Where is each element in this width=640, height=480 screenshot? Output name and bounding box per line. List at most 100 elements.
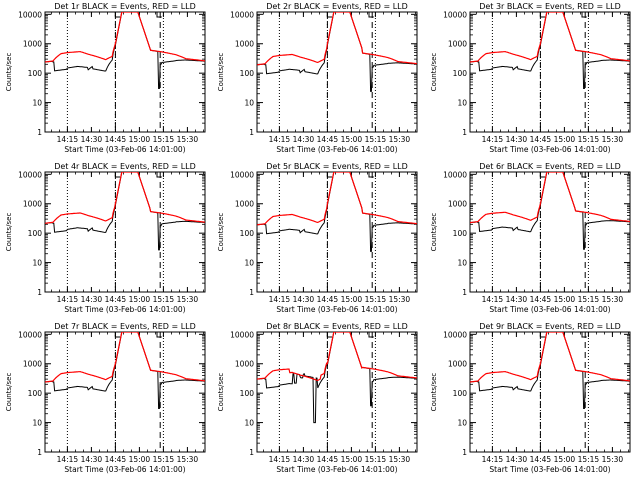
state-bracket <box>539 172 546 178</box>
x-tick-label: 14:30 <box>81 135 103 144</box>
state-bracket <box>114 332 121 338</box>
lld-series-line <box>257 332 417 382</box>
x-tick-label: 15:15 <box>578 455 600 464</box>
x-tick-label: 15:00 <box>341 135 363 144</box>
y-tick-label: 1000 <box>448 360 467 369</box>
y-tick-label: 1 <box>37 128 42 137</box>
x-tick-label: 14:45 <box>105 135 127 144</box>
x-tick-label: 15:00 <box>341 455 363 464</box>
y-axis-label: Counts/sec <box>217 213 225 252</box>
y-tick-label: 1 <box>249 448 254 457</box>
y-tick-label: 1000 <box>235 360 254 369</box>
state-bracket <box>326 332 333 338</box>
y-tick-label: 1000 <box>235 200 254 209</box>
panel-title: Det 2r BLACK = Events, RED = LLD <box>266 2 408 11</box>
x-tick-label: 14:45 <box>105 295 127 304</box>
x-tick-label: 14:45 <box>317 455 339 464</box>
events-series-line <box>45 12 205 89</box>
y-axis-label: Counts/sec <box>5 53 13 92</box>
x-tick-label: 14:30 <box>506 135 528 144</box>
y-tick-label: 100 <box>28 229 43 238</box>
state-bracket <box>539 332 546 338</box>
x-tick-label: 15:30 <box>389 295 411 304</box>
state-bracket <box>368 12 374 18</box>
chart-panel: Det 7r BLACK = Events, RED = LLD Counts/s… <box>5 322 206 474</box>
state-bracket <box>114 172 121 178</box>
lld-series-line <box>45 172 205 224</box>
y-tick-label: 1 <box>462 448 467 457</box>
y-tick-label: 10 <box>457 259 467 268</box>
panel-title: Det 3r BLACK = Events, RED = LLD <box>479 2 621 11</box>
y-tick-label: 1 <box>37 448 42 457</box>
x-tick-label: 15:15 <box>578 295 600 304</box>
x-tick-label: 15:30 <box>177 295 199 304</box>
panel-title: Det 8r BLACK = Events, RED = LLD <box>266 322 408 331</box>
y-tick-label: 10 <box>457 99 467 108</box>
y-tick-label: 100 <box>453 69 468 78</box>
y-tick-label: 100 <box>453 389 468 398</box>
x-tick-label: 15:00 <box>341 295 363 304</box>
x-tick-label: 15:00 <box>554 455 576 464</box>
x-tick-label: 14:15 <box>269 295 291 304</box>
x-tick-label: 14:15 <box>482 295 504 304</box>
x-axis-label: Start Time (03-Feb-06 14:01:00) <box>276 305 397 314</box>
state-bracket <box>581 332 587 338</box>
y-tick-label: 10000 <box>443 10 467 19</box>
y-tick-label: 1000 <box>23 40 42 49</box>
chart-panel: Det 1r BLACK = Events, RED = LLD Counts/s… <box>5 2 206 154</box>
panel-title: Det 5r BLACK = Events, RED = LLD <box>266 162 408 171</box>
chart-panel: Det 4r BLACK = Events, RED = LLD Counts/s… <box>5 162 206 314</box>
x-tick-label: 15:15 <box>365 135 387 144</box>
lld-series-line <box>257 172 417 226</box>
plot-frame <box>44 171 206 293</box>
state-bracket <box>368 172 374 178</box>
y-tick-label: 100 <box>240 69 255 78</box>
x-tick-label: 15:00 <box>554 295 576 304</box>
chart-panel: Det 8r BLACK = Events, RED = LLD Counts/s… <box>217 322 418 474</box>
state-bracket <box>156 172 162 178</box>
plot-frame <box>44 11 206 133</box>
y-tick-label: 10 <box>244 419 254 428</box>
state-bracket <box>581 172 587 178</box>
plot-frame <box>469 171 631 293</box>
x-tick-label: 15:00 <box>129 455 151 464</box>
x-tick-label: 14:30 <box>81 295 103 304</box>
lld-series-line <box>470 332 630 383</box>
y-tick-label: 100 <box>453 229 468 238</box>
x-tick-label: 14:30 <box>81 455 103 464</box>
chart-panel: Det 2r BLACK = Events, RED = LLD Counts/s… <box>217 2 418 154</box>
y-axis-label: Counts/sec <box>430 373 438 412</box>
y-tick-label: 10000 <box>443 330 467 339</box>
x-tick-label: 14:30 <box>293 135 315 144</box>
events-series-line <box>45 172 205 251</box>
x-tick-label: 15:15 <box>365 455 387 464</box>
y-tick-label: 10 <box>244 259 254 268</box>
x-axis-label: Start Time (03-Feb-06 14:01:00) <box>489 145 610 154</box>
x-tick-label: 14:30 <box>293 295 315 304</box>
x-tick-label: 15:30 <box>389 455 411 464</box>
state-bracket <box>326 12 333 18</box>
x-tick-label: 15:15 <box>578 135 600 144</box>
x-axis-label: Start Time (03-Feb-06 14:01:00) <box>276 465 397 474</box>
y-tick-label: 10 <box>32 259 42 268</box>
y-tick-label: 1000 <box>23 360 42 369</box>
chart-panel: Det 3r BLACK = Events, RED = LLD Counts/s… <box>430 2 631 154</box>
x-tick-label: 14:15 <box>269 455 291 464</box>
x-axis-label: Start Time (03-Feb-06 14:01:00) <box>64 465 185 474</box>
x-tick-label: 14:15 <box>269 135 291 144</box>
state-bracket <box>114 12 121 18</box>
x-tick-label: 14:45 <box>530 455 552 464</box>
y-tick-label: 10000 <box>18 330 42 339</box>
lld-series-line <box>45 332 205 383</box>
x-tick-label: 15:30 <box>389 135 411 144</box>
chart-panel: Det 6r BLACK = Events, RED = LLD Counts/s… <box>430 162 631 314</box>
panel-title: Det 4r BLACK = Events, RED = LLD <box>54 162 196 171</box>
state-bracket <box>156 12 162 18</box>
events-series-line <box>470 332 630 409</box>
panel-title: Det 9r BLACK = Events, RED = LLD <box>479 322 621 331</box>
plot-frame <box>256 331 418 453</box>
events-series-line <box>470 12 630 89</box>
y-tick-label: 10000 <box>230 10 254 19</box>
lld-series-line <box>470 12 630 63</box>
